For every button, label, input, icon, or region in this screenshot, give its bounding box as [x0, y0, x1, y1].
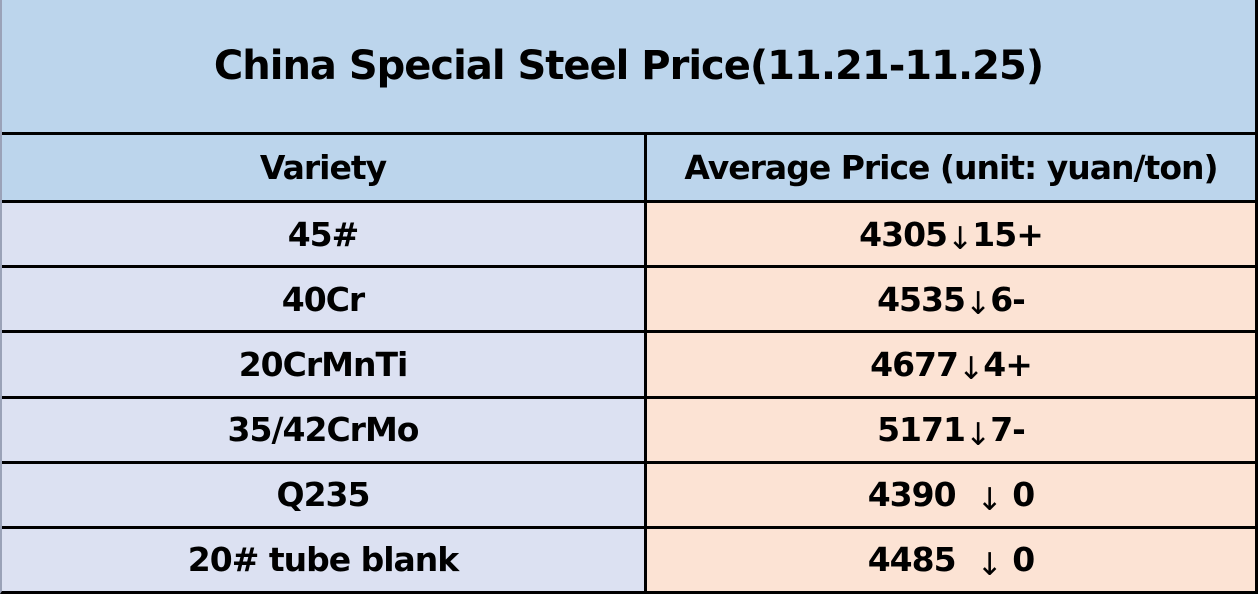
price-value: 4677 — [870, 344, 959, 384]
price-change: 0 — [1001, 475, 1035, 515]
table-row: 35/42CrMo 5171 ↓ 7- — [2, 395, 1255, 461]
variety-cell: 35/42CrMo — [2, 398, 647, 461]
price-change: 15+ — [972, 214, 1044, 254]
price-cell: 4535 ↓ 6- — [647, 268, 1255, 331]
price-value: 4485 — [867, 540, 977, 580]
price-value: 5171 — [877, 410, 966, 450]
down-arrow-icon: ↓ — [964, 416, 991, 453]
table-row: 20CrMnTi 4677 ↓ 4+ — [2, 330, 1255, 396]
price-cell: 4305 ↓ 15+ — [647, 203, 1255, 266]
table-row: 40Cr 4535 ↓ 6- — [2, 265, 1255, 331]
down-arrow-icon: ↓ — [976, 481, 1003, 518]
down-arrow-icon: ↓ — [964, 286, 991, 323]
table-row: 20# tube blank 4485 ↓ 0 — [2, 525, 1255, 591]
table-row: Q235 4390 ↓ 0 — [2, 460, 1255, 526]
table-row: 45# 4305 ↓ 15+ — [2, 200, 1255, 266]
price-change: 4+ — [983, 344, 1033, 384]
down-arrow-icon: ↓ — [947, 221, 973, 258]
price-change: 6- — [990, 279, 1026, 319]
price-cell: 4677 ↓ 4+ — [647, 333, 1255, 396]
variety-cell: 20CrMnTi — [2, 333, 647, 396]
column-header-variety: Variety — [2, 135, 647, 200]
price-value: 4390 — [867, 475, 977, 515]
price-value: 4535 — [877, 279, 966, 319]
price-change: 7- — [990, 410, 1026, 450]
down-arrow-icon: ↓ — [976, 546, 1003, 583]
price-cell: 4390 ↓ 0 — [647, 463, 1255, 526]
variety-cell: 40Cr — [2, 268, 647, 331]
price-value: 4305 — [859, 214, 948, 254]
variety-cell: 20# tube blank — [2, 528, 647, 591]
variety-cell: 45# — [2, 203, 647, 266]
table-header-row: Variety Average Price (unit: yuan/ton) — [2, 132, 1255, 200]
down-arrow-icon: ↓ — [957, 351, 984, 388]
column-header-price: Average Price (unit: yuan/ton) — [684, 148, 1218, 187]
variety-cell: Q235 — [2, 463, 647, 526]
table-title: China Special Steel Price(11.21-11.25) — [2, 0, 1255, 132]
price-change: 0 — [1001, 540, 1035, 580]
price-cell: 5171 ↓ 7- — [647, 398, 1255, 461]
price-cell: 4485 ↓ 0 — [647, 528, 1255, 591]
